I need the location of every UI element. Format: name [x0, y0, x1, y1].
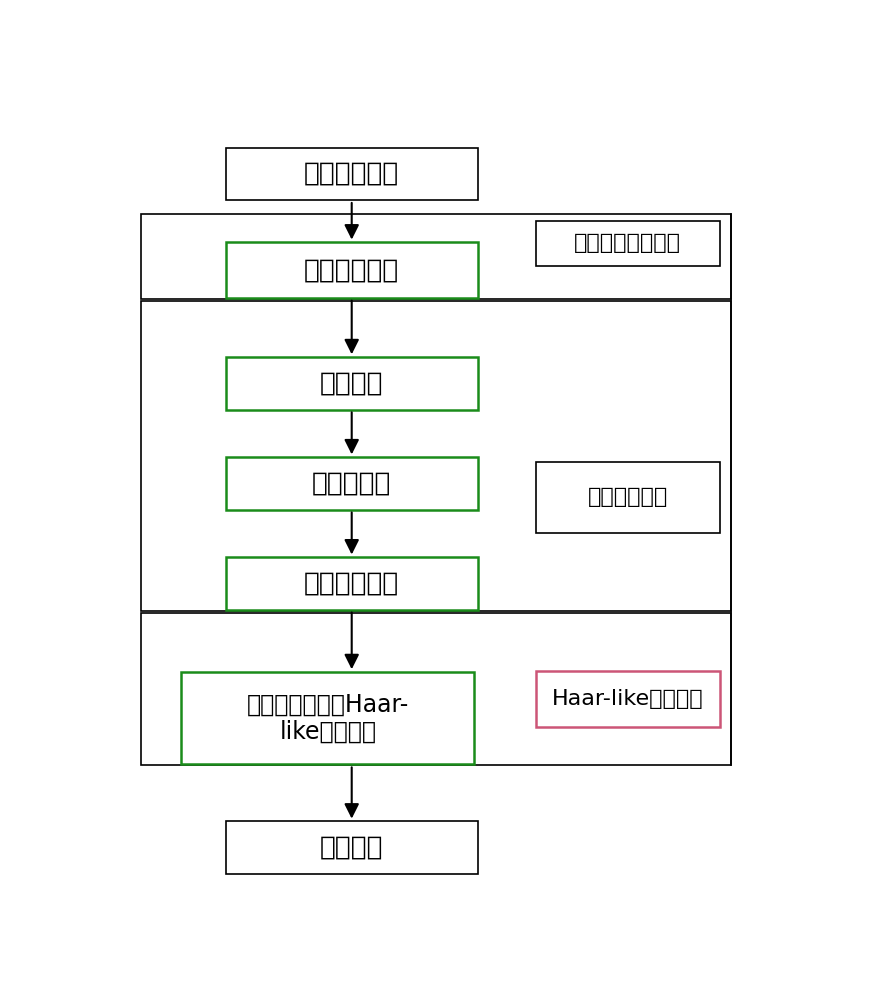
Text: 对运动目标进行Haar-
like特征检测: 对运动目标进行Haar- like特征检测 [247, 692, 408, 744]
Bar [226, 557, 478, 610]
Bar [226, 242, 478, 298]
Bar [140, 301, 730, 611]
Text: 形态学处理: 形态学处理 [312, 470, 391, 496]
Text: 扩大运动区域: 扩大运动区域 [304, 571, 399, 597]
Bar [535, 671, 719, 727]
Text: 视频图像序列: 视频图像序列 [304, 161, 399, 187]
Bar [181, 672, 474, 764]
Text: 统计区域获取: 统计区域获取 [304, 257, 399, 283]
Text: 行人检测: 行人检测 [320, 835, 383, 861]
Bar [226, 148, 478, 200]
Bar [140, 613, 730, 765]
Bar [226, 457, 478, 510]
Bar [226, 821, 478, 874]
Text: 获取人数统计区域: 获取人数统计区域 [573, 233, 680, 253]
Bar [140, 214, 730, 299]
Bar [535, 462, 719, 533]
Bar [226, 357, 478, 410]
Text: 运动目标提取: 运动目标提取 [587, 487, 667, 507]
Bar [535, 221, 719, 266]
Text: 背景差分: 背景差分 [320, 370, 383, 396]
Text: Haar-like特征检测: Haar-like特征检测 [551, 689, 702, 709]
